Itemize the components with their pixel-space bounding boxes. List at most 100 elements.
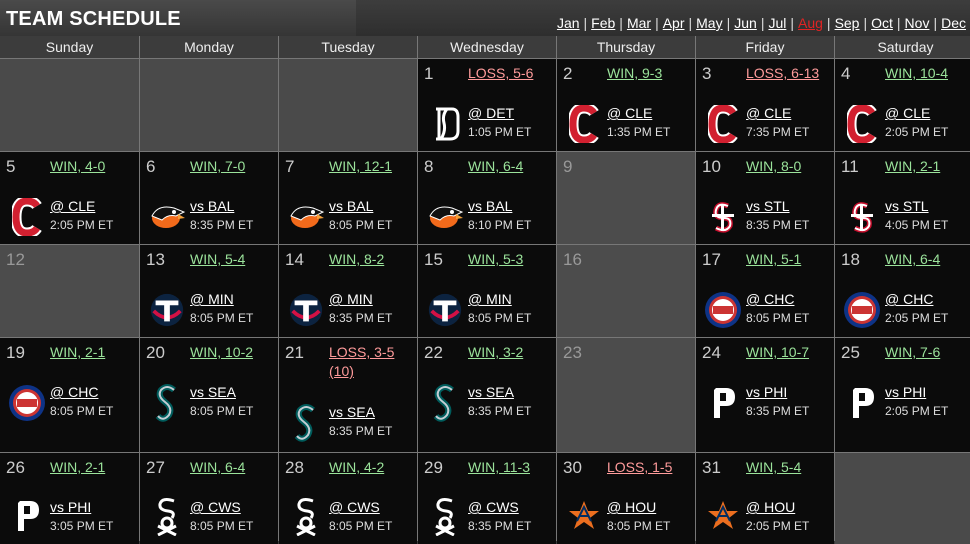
opponent-link[interactable]: vs PHI xyxy=(746,384,788,400)
month-separator: | xyxy=(790,15,794,31)
game-result-link[interactable]: WIN, 7-6 xyxy=(885,344,940,360)
month-link-may[interactable]: May xyxy=(696,15,723,31)
opponent-link[interactable]: vs BAL xyxy=(190,198,235,214)
game-result-link[interactable]: WIN, 12-1 xyxy=(329,158,392,174)
month-link-apr[interactable]: Apr xyxy=(662,15,685,31)
game-day-cell[interactable]: 5 WIN, 4-0 @ CLE 2:05 PM ET xyxy=(0,152,139,244)
opponent-link[interactable]: vs BAL xyxy=(468,198,513,214)
game-day-cell[interactable]: 7 WIN, 12-1 vs BAL 8:05 PM ET xyxy=(279,152,417,244)
month-link-mar[interactable]: Mar xyxy=(626,15,652,31)
game-day-cell[interactable]: 6 WIN, 7-0 vs BAL 8:35 PM ET xyxy=(140,152,278,244)
game-day-cell[interactable]: 1 LOSS, 5-6 @ DET 1:05 PM ET xyxy=(418,59,556,151)
opponent-link[interactable]: @ MIN xyxy=(468,291,512,307)
opponent-link[interactable]: vs BAL xyxy=(329,198,374,214)
month-link-feb[interactable]: Feb xyxy=(591,15,616,31)
game-result-link[interactable]: WIN, 5-4 xyxy=(190,251,245,267)
game-day-cell[interactable]: 20 WIN, 10-2 vs SEA 8:05 PM ET xyxy=(140,338,278,452)
game-result-link[interactable]: WIN, 8-0 xyxy=(746,158,801,174)
month-link-dec[interactable]: Dec xyxy=(941,15,966,31)
day-number: 2 xyxy=(563,64,573,83)
game-result-text: WIN, 3-2 xyxy=(468,344,524,360)
game-day-cell[interactable]: 29 WIN, 11-3 @ CWS 8:35 PM ET xyxy=(418,453,556,544)
opponent-link[interactable]: @ CLE xyxy=(885,105,931,121)
game-result-text: LOSS, 5-6 xyxy=(468,65,534,81)
opponent-link[interactable]: @ CHC xyxy=(50,384,99,400)
game-result-link[interactable]: WIN, 9-3 xyxy=(607,65,662,81)
opponent-link[interactable]: vs STL xyxy=(885,198,929,214)
opponent-link[interactable]: vs PHI xyxy=(50,499,92,515)
game-day-cell[interactable]: 19 WIN, 2-1 @ CHC 8:05 PM ET xyxy=(0,338,139,452)
whitesox-logo xyxy=(148,497,186,536)
game-day-cell[interactable]: 10 WIN, 8-0 vs STL 8:35 PM ET xyxy=(696,152,834,244)
opponent-link[interactable]: @ HOU xyxy=(746,499,796,515)
game-result-link[interactable]: WIN, 6-4 xyxy=(190,459,245,475)
game-result-text: WIN, 5-3 xyxy=(468,251,524,267)
opponent-link[interactable]: vs SEA xyxy=(468,384,514,400)
game-result-link[interactable]: WIN, 2-1 xyxy=(50,459,105,475)
game-result-link[interactable]: WIN, 6-4 xyxy=(468,158,523,174)
game-result-link[interactable]: WIN, 4-0 xyxy=(50,158,105,174)
opponent-link[interactable]: vs SEA xyxy=(329,404,375,420)
month-link-jul[interactable]: Jul xyxy=(768,15,787,31)
month-link-aug[interactable]: Aug xyxy=(798,15,823,31)
game-day-cell[interactable]: 25 WIN, 7-6 vs PHI 2:05 PM ET xyxy=(835,338,970,452)
game-result-link[interactable]: WIN, 2-1 xyxy=(885,158,940,174)
month-link-jan[interactable]: Jan xyxy=(556,15,580,31)
game-day-cell[interactable]: 21 LOSS, 3-5 (10) vs SEA 8:35 PM ET xyxy=(279,338,417,452)
game-day-cell[interactable]: 31 WIN, 5-4 @ HOU 2:05 PM ET xyxy=(696,453,834,544)
month-link-sep[interactable]: Sep xyxy=(834,15,860,31)
game-day-cell[interactable]: 11 WIN, 2-1 vs STL 4:05 PM ET xyxy=(835,152,970,244)
game-result-link[interactable]: LOSS, 6-13 xyxy=(746,65,819,81)
opponent-link[interactable]: @ HOU xyxy=(607,499,657,515)
opponent-link[interactable]: @ CLE xyxy=(607,105,653,121)
game-result-link[interactable]: LOSS, 3-5 (10) xyxy=(329,344,394,379)
game-result-link[interactable]: WIN, 5-1 xyxy=(746,251,801,267)
game-result-link[interactable]: WIN, 5-4 xyxy=(746,459,801,475)
game-day-cell[interactable]: 14 WIN, 8-2 @ MIN 8:35 PM ET xyxy=(279,245,417,337)
game-day-cell[interactable]: 13 WIN, 5-4 @ MIN 8:05 PM ET xyxy=(140,245,278,337)
game-day-cell[interactable]: 15 WIN, 5-3 @ MIN 8:05 PM ET xyxy=(418,245,556,337)
opponent-link[interactable]: vs STL xyxy=(746,198,790,214)
game-day-cell[interactable]: 27 WIN, 6-4 @ CWS 8:05 PM ET xyxy=(140,453,278,544)
game-day-cell[interactable]: 3 LOSS, 6-13 @ CLE 7:35 PM ET xyxy=(696,59,834,151)
game-result-link[interactable]: WIN, 4-2 xyxy=(329,459,384,475)
game-day-cell[interactable]: 26 WIN, 2-1 vs PHI 3:05 PM ET xyxy=(0,453,139,544)
opponent-link[interactable]: @ CWS xyxy=(190,499,241,515)
game-result-link[interactable]: WIN, 11-3 xyxy=(468,459,530,475)
month-link-jun[interactable]: Jun xyxy=(734,15,757,31)
opponent-link[interactable]: @ CLE xyxy=(746,105,792,121)
game-day-cell[interactable]: 22 WIN, 3-2 vs SEA 8:35 PM ET xyxy=(418,338,556,452)
opponent-link[interactable]: @ MIN xyxy=(190,291,234,307)
game-result-link[interactable]: LOSS, 5-6 xyxy=(468,65,533,81)
game-result-link[interactable]: WIN, 8-2 xyxy=(329,251,384,267)
game-result-link[interactable]: WIN, 5-3 xyxy=(468,251,523,267)
game-day-cell[interactable]: 17 WIN, 5-1 @ CHC 8:05 PM ET xyxy=(696,245,834,337)
opponent-link[interactable]: @ CHC xyxy=(746,291,795,307)
month-link-oct[interactable]: Oct xyxy=(871,15,893,31)
game-day-cell[interactable]: 24 WIN, 10-7 vs PHI 8:35 PM ET xyxy=(696,338,834,452)
game-day-cell[interactable]: 18 WIN, 6-4 @ CHC 2:05 PM ET xyxy=(835,245,970,337)
game-day-cell[interactable]: 4 WIN, 10-4 @ CLE 2:05 PM ET xyxy=(835,59,970,151)
game-result-link[interactable]: WIN, 3-2 xyxy=(468,344,523,360)
game-result-link[interactable]: WIN, 6-4 xyxy=(885,251,940,267)
opponent-link[interactable]: @ MIN xyxy=(329,291,373,307)
game-day-cell[interactable]: 28 WIN, 4-2 @ CWS 8:05 PM ET xyxy=(279,453,417,544)
opponent-link[interactable]: @ CWS xyxy=(329,499,380,515)
game-day-cell[interactable]: 8 WIN, 6-4 vs BAL 8:10 PM ET xyxy=(418,152,556,244)
month-link-nov[interactable]: Nov xyxy=(904,15,930,31)
day-number: 30 xyxy=(563,458,582,477)
game-day-cell[interactable]: 30 LOSS, 1-5 @ HOU 8:05 PM ET xyxy=(557,453,695,544)
opponent-link[interactable]: vs SEA xyxy=(190,384,236,400)
opponent-link[interactable]: vs PHI xyxy=(885,384,927,400)
game-result-link[interactable]: WIN, 10-4 xyxy=(885,65,948,81)
game-result-link[interactable]: LOSS, 1-5 xyxy=(607,459,672,475)
game-result-link[interactable]: WIN, 10-2 xyxy=(190,344,253,360)
opponent-link[interactable]: @ CWS xyxy=(468,499,519,515)
game-result-link[interactable]: WIN, 7-0 xyxy=(190,158,245,174)
game-result-link[interactable]: WIN, 10-7 xyxy=(746,344,809,360)
opponent-link[interactable]: @ DET xyxy=(468,105,515,121)
opponent-link[interactable]: @ CLE xyxy=(50,198,96,214)
game-result-link[interactable]: WIN, 2-1 xyxy=(50,344,105,360)
game-day-cell[interactable]: 2 WIN, 9-3 @ CLE 1:35 PM ET xyxy=(557,59,695,151)
opponent-link[interactable]: @ CHC xyxy=(885,291,934,307)
